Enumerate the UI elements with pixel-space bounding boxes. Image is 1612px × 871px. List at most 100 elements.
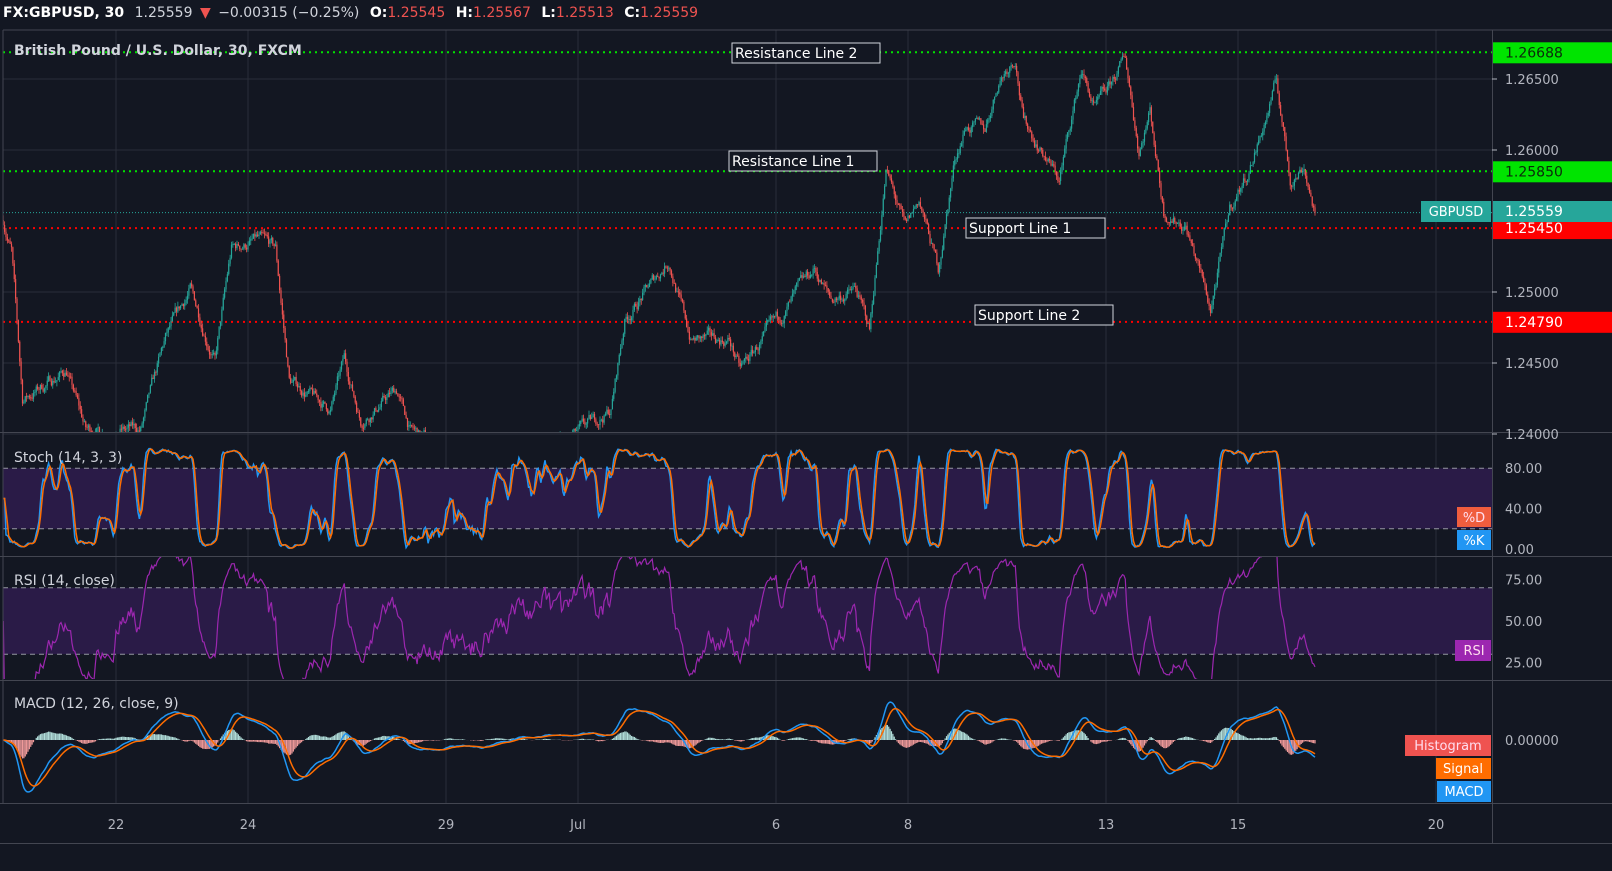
candle-body [864,305,866,316]
candle-body [958,153,960,154]
candle-body [1105,89,1107,93]
candle-body [1252,162,1254,166]
candle-body [79,405,81,410]
candle-body [618,354,620,363]
candle-body [1088,91,1091,97]
candle-body [1060,171,1062,182]
candle-body [984,129,986,132]
candle-body [1150,107,1152,122]
candle-body [151,377,153,386]
candle-body [270,238,272,241]
candle-body [1020,95,1022,100]
candle-body [867,323,869,325]
candle-body [642,292,644,300]
candle-body [1292,185,1294,187]
candle-body [158,356,160,364]
candle-body [1035,144,1037,147]
candle-body [644,284,646,287]
close-label: C: [624,5,640,21]
candle-body [294,377,296,380]
price-axis[interactable]: 1.26500 1.26000 1.25000 1.24500 1.24000 80.00… [1492,73,1559,749]
candle-body [1106,86,1108,93]
candle-body [1262,131,1264,136]
candle-body [1214,288,1216,296]
candle-body [914,206,916,209]
candle-body [727,337,729,342]
candle-body [611,398,613,410]
candle-body [86,427,88,428]
candle-body [137,430,139,432]
candle-body [675,283,677,292]
stoch-tick-label: 0.00 [1505,543,1534,558]
candle-body [845,293,847,300]
candle-body [811,274,813,276]
candles [3,52,1316,432]
candle-body [769,316,772,320]
candle-body [354,396,356,403]
candle-body [1271,91,1273,100]
candle-body [710,332,712,336]
candle-body [169,326,171,328]
candle-body [1087,83,1089,92]
header-last: 1.25559 [135,5,193,21]
candle-body [365,419,367,425]
candle-body [1110,81,1113,85]
candle-body [78,398,80,406]
candle-body [604,413,607,416]
candle-body [930,243,932,244]
candle-body [945,214,948,225]
candle-body [401,397,403,400]
candle-body [8,240,10,242]
candle-body [1216,272,1218,285]
resistance-line-1-label[interactable]: Resistance Line 1 [732,154,854,170]
candle-body [281,302,283,315]
candle-body [144,410,146,418]
candle-body [145,402,147,411]
price-tick-label: 1.25000 [1505,286,1559,301]
candle-body [211,354,213,355]
candle-body [1102,86,1104,89]
candle-body [716,340,718,343]
candle-body [802,276,805,278]
candle-body [82,417,84,422]
candle-body [338,375,340,377]
candle-body [1091,100,1093,102]
candle-body [400,397,402,399]
candle-body [1000,77,1003,81]
candle-body [74,390,76,392]
candle-body [1132,107,1135,121]
candle-body [57,377,59,381]
candle-body [820,279,822,285]
candle-body [967,127,970,131]
candle-body [873,295,875,305]
candle-body [402,399,404,406]
support-line-1-label[interactable]: Support Line 1 [969,221,1071,237]
candle-body [1051,164,1053,166]
support-line-2-label[interactable]: Support Line 2 [978,308,1080,324]
candle-body [650,279,652,284]
candle-body [973,121,975,123]
candle-body [1079,78,1081,85]
candle-body [206,341,208,347]
level-label-boxes[interactable]: Resistance Line 2 Resistance Line 1 Supp… [728,42,1114,326]
candle-body [1017,72,1019,84]
candle-body [743,358,745,362]
resistance-line-2-label[interactable]: Resistance Line 2 [735,46,857,62]
candle-body [893,186,895,195]
candle-body [1086,77,1088,84]
candle-body [60,370,62,372]
candle-body [1181,226,1183,231]
candle-body [320,401,322,408]
candle-body [1190,240,1192,244]
candle-body [9,241,11,244]
time-axis[interactable]: 22 24 29 Jul 6 8 13 15 20 [108,818,1445,833]
candle-body [636,306,638,310]
candle-body [1163,201,1165,216]
candle-body [240,248,242,250]
candle-body [1139,149,1141,157]
candle-body [335,385,337,394]
candle-body [345,353,347,362]
candle-body [230,244,233,258]
candle-body [881,215,883,231]
